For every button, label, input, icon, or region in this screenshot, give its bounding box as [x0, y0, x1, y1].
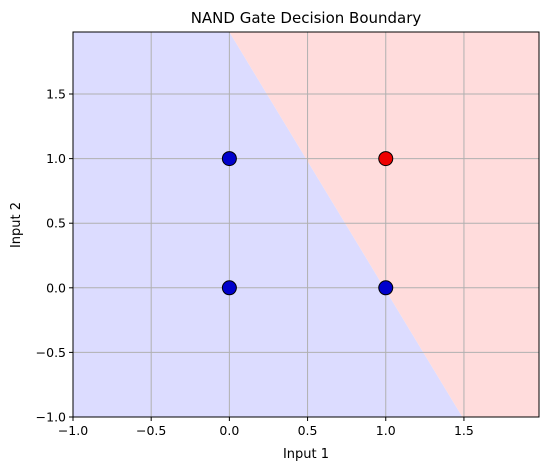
- data-point-class-1: [221, 151, 237, 167]
- x-tick-label: −0.5: [136, 423, 166, 438]
- decision-region-class-1: [73, 32, 463, 417]
- x-tick-label: 0.0: [219, 423, 239, 438]
- data-point-class-0: [378, 151, 394, 167]
- y-tick-label: 1.0: [46, 151, 66, 166]
- data-point-class-1: [221, 280, 237, 296]
- x-axis-label: Input 1: [283, 447, 329, 462]
- y-tick-label: −0.5: [36, 345, 66, 360]
- x-tick-label: −1.0: [58, 423, 88, 438]
- y-axis-ticks: −1.0 −0.5 0.0 0.5 1.0 1.5: [36, 87, 73, 425]
- plot-frame: [72, 31, 540, 418]
- x-tick-label: 0.5: [298, 423, 318, 438]
- plot-area: [73, 32, 539, 417]
- chart-title: NAND Gate Decision Boundary: [191, 9, 422, 27]
- data-point-class-1: [378, 280, 394, 296]
- x-tick-label: 1.0: [376, 423, 396, 438]
- y-axis-label: Input 2: [9, 202, 24, 248]
- decision-region-class-0: [229, 32, 539, 417]
- y-tick-label: 1.5: [46, 87, 66, 102]
- data-points: [221, 151, 394, 296]
- x-axis-ticks: −1.0 −0.5 0.0 0.5 1.0 1.5: [58, 417, 474, 438]
- y-tick-label: −1.0: [36, 410, 66, 425]
- y-tick-label: 0.5: [46, 216, 66, 231]
- x-tick-label: 1.5: [454, 423, 474, 438]
- grid-lines: [73, 32, 539, 417]
- y-tick-label: 0.0: [46, 280, 66, 295]
